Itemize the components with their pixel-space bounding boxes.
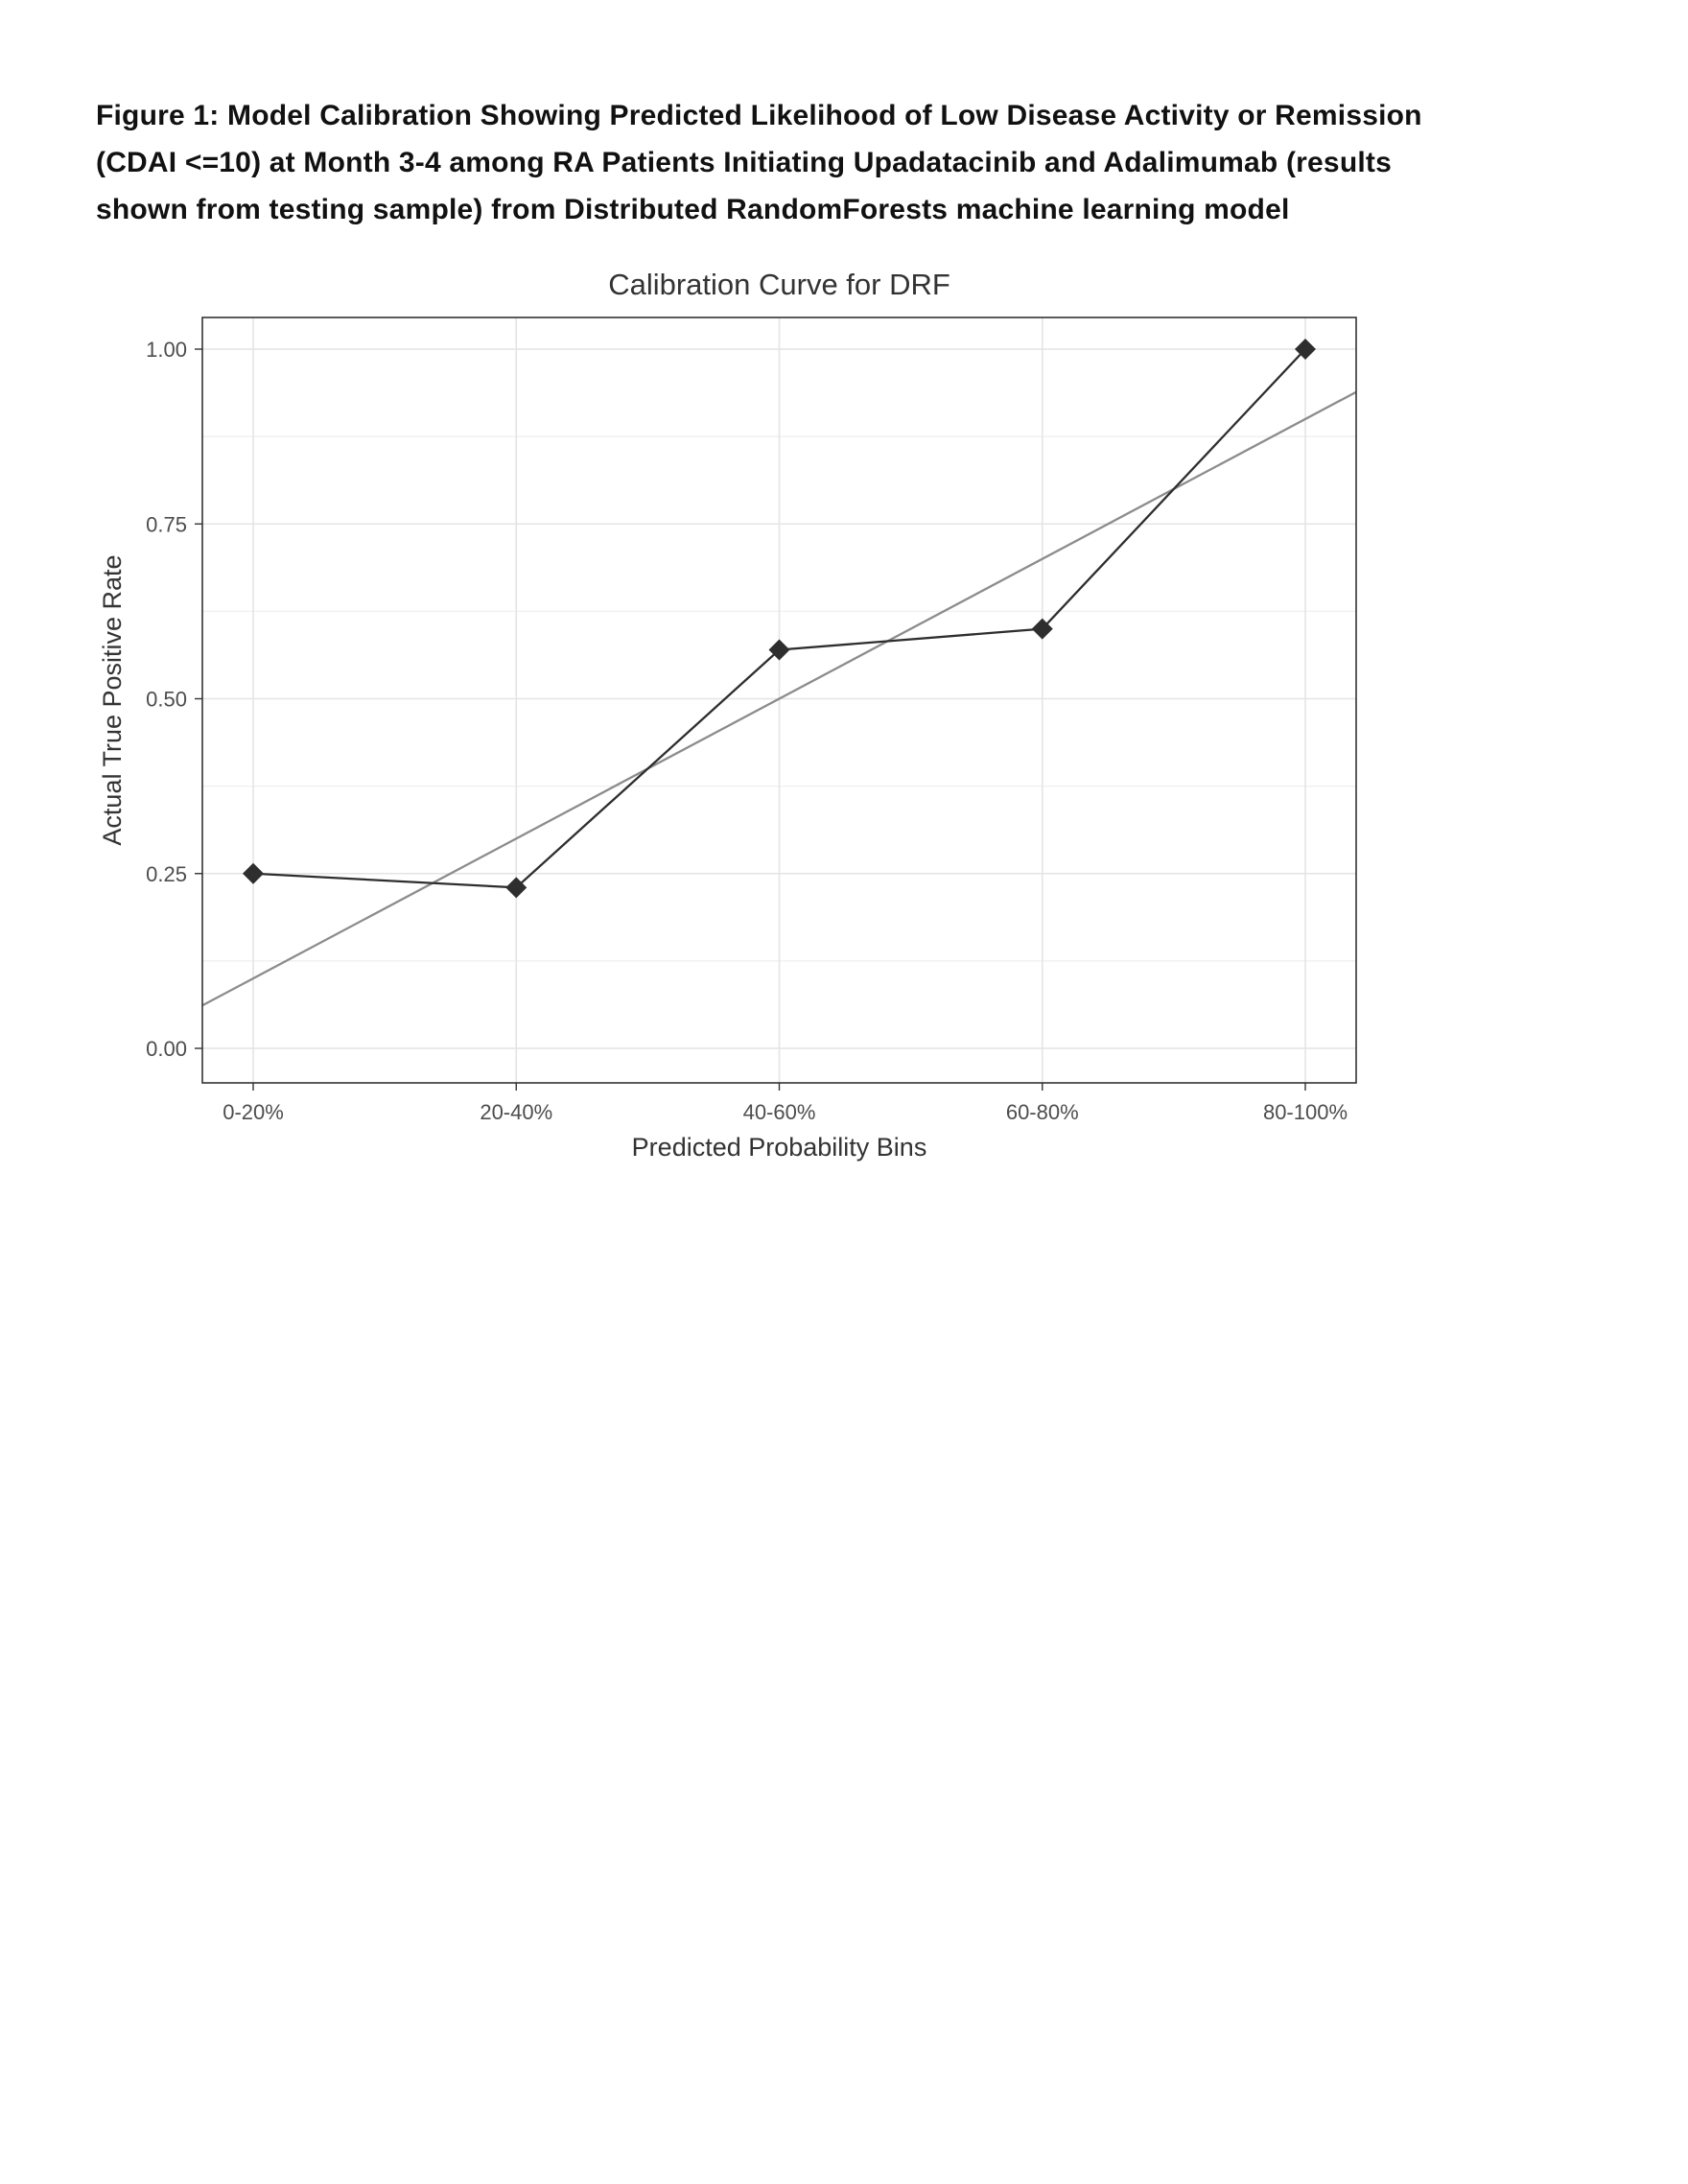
data-point-marker (768, 639, 790, 661)
y-tick-label: 0.50 (146, 688, 187, 712)
figure-caption: Figure 1: Model Calibration Showing Pred… (96, 92, 1515, 233)
calibration-chart-svg: 0.00 0.25 0.50 0.75 1.00 0-20% 20-40% 40-60% 60-… (98, 268, 1357, 1162)
figure-caption-line-1: Figure 1: Model Calibration Showing Pred… (96, 100, 1422, 131)
figure-caption-line-3: shown from testing sample) from Distribu… (96, 194, 1290, 225)
x-axis-title: Predicted Probability Bins (632, 1133, 927, 1162)
data-point-marker (243, 862, 264, 884)
x-tick-label: 80-100% (1263, 1100, 1348, 1124)
x-tick-label: 40-60% (743, 1100, 816, 1124)
data-point-marker (505, 877, 528, 899)
y-tick-label: 0.75 (146, 512, 187, 536)
data-point-marker (1031, 618, 1053, 640)
y-tick-label: 0.00 (146, 1037, 187, 1061)
y-tick-label: 1.00 (146, 338, 187, 362)
data-point-marker (1295, 339, 1316, 360)
calibration-chart: 0.00 0.25 0.50 0.75 1.00 0-20% 20-40% 40-60% 60-… (77, 254, 1477, 1194)
chart-title: Calibration Curve for DRF (608, 268, 950, 301)
y-axis-title: Actual True Positive Rate (98, 554, 127, 845)
figure-caption-line-2: (CDAI <=10) at Month 3-4 among RA Patien… (96, 147, 1392, 178)
x-tick-label: 60-80% (1006, 1100, 1079, 1124)
ideal-reference-line (201, 390, 1357, 1007)
x-tick-label: 0-20% (223, 1100, 284, 1124)
y-tick-label: 0.25 (146, 862, 187, 886)
x-tick-label: 20-40% (480, 1100, 552, 1124)
